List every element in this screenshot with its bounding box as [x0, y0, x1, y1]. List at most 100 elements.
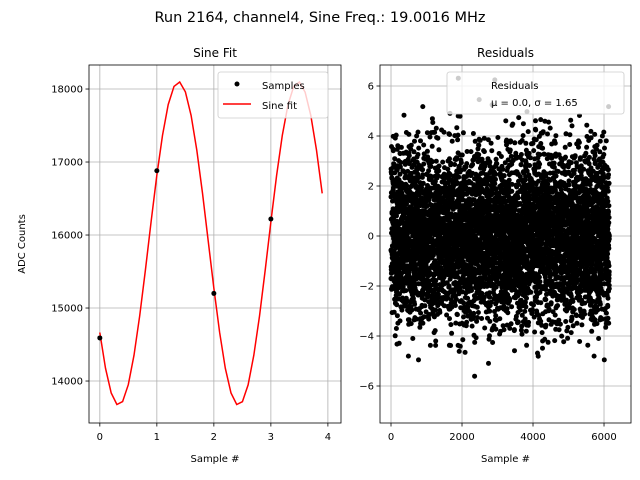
residual-point — [394, 302, 400, 308]
residual-point — [433, 278, 439, 283]
residual-point — [397, 171, 403, 177]
x-tick-label: 2 — [211, 432, 217, 443]
residual-point — [415, 129, 421, 135]
residual-point — [526, 319, 532, 325]
residual-point — [458, 160, 464, 166]
residual-point — [527, 193, 532, 198]
residual-point — [448, 160, 454, 166]
residual-point — [509, 181, 515, 187]
residual-point — [505, 310, 511, 316]
residual-point — [481, 135, 487, 141]
y-tick-label: 6 — [368, 82, 374, 93]
residual-point — [552, 312, 558, 318]
residual-point — [556, 327, 562, 333]
residual-point — [498, 289, 504, 295]
residual-point — [537, 161, 543, 167]
residual-point — [460, 130, 466, 136]
residual-point — [450, 257, 456, 263]
residual-point — [470, 131, 476, 136]
residual-point — [538, 318, 544, 324]
residual-point — [454, 312, 460, 318]
residual-point — [430, 120, 436, 125]
residual-point — [513, 313, 519, 319]
residual-point — [519, 138, 525, 143]
residual-point — [426, 316, 432, 322]
residual-point — [482, 325, 488, 331]
residual-point — [507, 325, 513, 331]
residual-point — [406, 131, 412, 137]
residual-point — [522, 316, 528, 322]
residual-point — [397, 164, 403, 170]
residual-point — [506, 177, 512, 183]
residual-point — [488, 299, 494, 305]
residual-point — [398, 160, 404, 165]
residual-point — [536, 274, 542, 280]
residual-point — [472, 373, 478, 379]
residual-point — [411, 149, 417, 155]
residual-point — [408, 321, 414, 327]
residual-point — [492, 309, 497, 314]
residual-point — [397, 291, 402, 297]
residual-point — [512, 348, 517, 354]
plot-area — [97, 80, 323, 406]
residual-point — [533, 137, 539, 143]
residual-point — [552, 140, 558, 146]
residual-point — [404, 183, 410, 189]
sine-fit-line — [99, 80, 323, 406]
residual-point — [533, 127, 539, 133]
residual-point — [479, 291, 485, 296]
residual-point — [500, 323, 506, 329]
residual-point — [468, 149, 474, 155]
residual-point — [446, 283, 452, 289]
residual-point — [440, 159, 446, 165]
y-tick-label: 0 — [368, 232, 374, 243]
residual-point — [524, 295, 529, 301]
sample-point — [268, 216, 274, 222]
residual-point — [524, 342, 530, 348]
residual-point — [546, 119, 552, 125]
residual-point — [553, 133, 559, 139]
residual-point — [485, 137, 491, 143]
residual-point — [416, 175, 422, 180]
residual-point — [513, 150, 519, 156]
residual-point — [457, 113, 463, 119]
residual-point — [545, 131, 550, 137]
residual-point — [459, 152, 465, 158]
residual-point — [421, 142, 427, 148]
residual-point — [471, 310, 477, 316]
residual-point — [435, 172, 441, 178]
residual-point — [493, 171, 499, 177]
residual-point — [517, 307, 523, 313]
residual-point — [456, 348, 462, 354]
residual-point — [427, 134, 433, 140]
residual-point — [538, 141, 544, 146]
residual-point — [412, 138, 417, 144]
residual-point — [517, 201, 523, 206]
residual-point — [453, 320, 459, 326]
residual-point — [394, 313, 400, 319]
residual-point — [543, 297, 549, 303]
residual-point — [562, 144, 568, 150]
residual-point — [410, 336, 416, 341]
residual-point — [452, 162, 458, 167]
residual-point — [418, 310, 424, 316]
residual-point — [531, 148, 537, 154]
residual-point — [393, 326, 399, 331]
residual-point — [559, 333, 565, 339]
residual-point — [481, 294, 487, 300]
residual-point — [529, 307, 535, 313]
residual-point — [421, 161, 427, 167]
residual-point — [433, 342, 439, 348]
residual-point — [490, 191, 496, 197]
residual-point — [418, 138, 423, 144]
residual-point — [408, 142, 414, 148]
residual-point — [489, 148, 495, 154]
residual-point — [391, 309, 397, 315]
residual-point — [435, 135, 441, 141]
residual-point — [426, 168, 432, 174]
x-axis-label: Sample # — [190, 454, 239, 465]
residual-point — [481, 149, 487, 155]
residual-point — [407, 160, 412, 165]
